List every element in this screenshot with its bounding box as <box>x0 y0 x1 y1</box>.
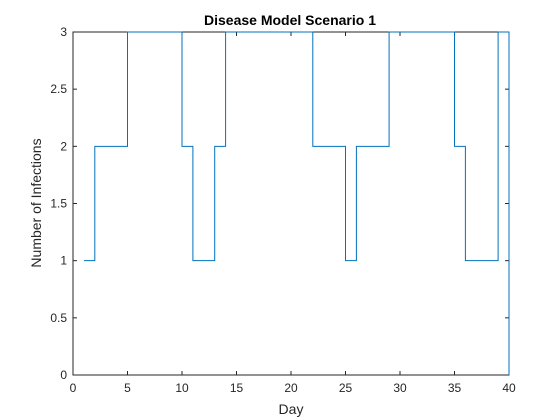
x-tick-label: 30 <box>393 381 407 395</box>
x-tick-label: 35 <box>448 381 462 395</box>
x-tick-label: 15 <box>230 381 244 395</box>
x-tick-label: 0 <box>70 381 77 395</box>
x-tick-label: 25 <box>339 381 353 395</box>
axis-ticks: 0 5 10 15 20 25 30 35 40 0 0.5 1 1.5 2 2.5 3 <box>50 25 516 395</box>
y-tick-label: 1 <box>60 254 67 268</box>
y-tick-label: 2.5 <box>50 82 67 96</box>
y-tick-label: 0.5 <box>50 311 67 325</box>
series-line <box>83 31 510 375</box>
y-tick-label: 0 <box>60 368 67 382</box>
y-tick-label: 2 <box>60 139 67 153</box>
x-tick-label: 10 <box>175 381 189 395</box>
plot-area <box>72 31 510 376</box>
chart-title: Disease Model Scenario 1 <box>204 12 376 28</box>
y-axis-label: Number of Infections <box>28 138 44 267</box>
x-tick-label: 5 <box>124 381 131 395</box>
y-tick-label: 3 <box>60 25 67 39</box>
x-tick-label: 20 <box>284 381 298 395</box>
series-group <box>83 31 510 375</box>
x-axis-label: Day <box>279 401 304 417</box>
y-tick-label: 1.5 <box>50 197 67 211</box>
x-tick-label: 40 <box>502 381 516 395</box>
